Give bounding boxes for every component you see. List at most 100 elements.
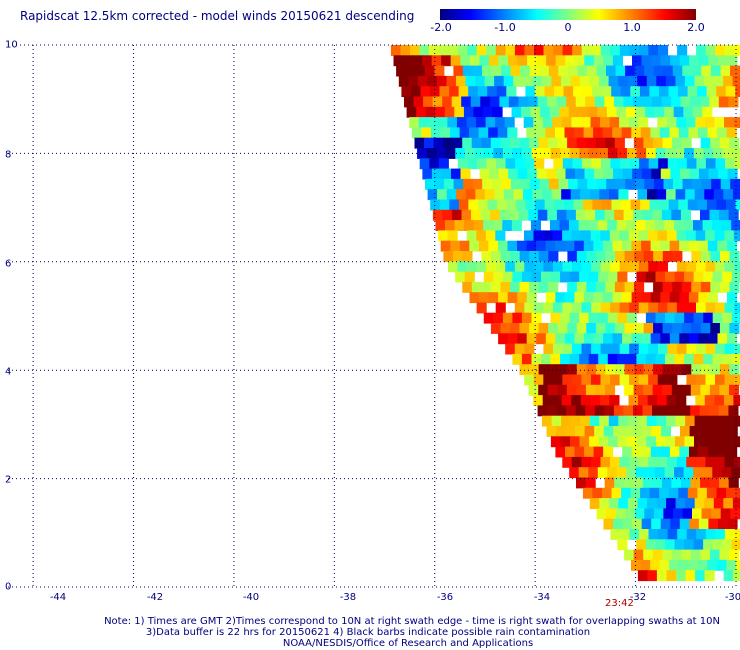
swath-cell — [722, 436, 733, 448]
swath-cell — [642, 209, 653, 221]
swath-cell — [678, 559, 689, 571]
swath-cell — [724, 230, 735, 242]
swath-cell — [638, 45, 649, 56]
swath-cell — [571, 230, 582, 242]
swath-cell — [606, 65, 617, 77]
swath-cell — [567, 251, 578, 262]
swath-cell — [705, 230, 716, 242]
swath-cell — [436, 75, 447, 87]
swath-cell — [671, 384, 682, 396]
swath-cell — [519, 281, 530, 293]
swath-cell — [545, 240, 556, 252]
swath-cell — [605, 137, 616, 149]
swath-cell — [724, 302, 735, 314]
swath-cell — [425, 106, 436, 118]
swath-cell — [657, 117, 668, 128]
swath-cell — [600, 261, 611, 273]
swath-cell — [554, 199, 565, 211]
swath-cell — [572, 261, 583, 273]
swath-cell — [704, 570, 715, 582]
swath-cell — [475, 189, 486, 201]
swath-cell — [671, 209, 682, 221]
swath-cell — [479, 168, 490, 180]
swath-cell — [450, 55, 461, 67]
swath-cell — [525, 86, 536, 98]
swath-cell — [684, 539, 695, 551]
swath-cell — [613, 405, 624, 417]
swath-cell — [452, 137, 463, 149]
swath-cell — [686, 374, 697, 386]
swath-cell — [417, 148, 428, 159]
swath-cell — [536, 240, 547, 252]
swath-cell — [562, 374, 573, 386]
swath-cell — [637, 498, 648, 509]
swath-cell — [533, 261, 544, 273]
swath-cell — [619, 374, 630, 386]
swath-cell — [638, 456, 649, 468]
swath-cell — [629, 261, 640, 273]
swath-cell — [726, 199, 737, 211]
swath-cell — [585, 384, 596, 396]
swath-cell — [440, 240, 451, 252]
swath-cell — [517, 292, 528, 304]
swath-cell — [427, 189, 438, 201]
swath-cell — [594, 405, 605, 417]
swath-cell — [733, 117, 740, 128]
swath-cell — [635, 220, 646, 231]
swath-cell — [563, 86, 574, 98]
swath-cell — [435, 106, 446, 118]
swath-cell — [700, 137, 711, 149]
swath-cell — [654, 106, 665, 118]
swath-cell — [643, 323, 654, 334]
swath-cell — [734, 529, 740, 540]
swath-cell — [671, 96, 682, 108]
swath-cell — [550, 353, 561, 365]
swath-cell — [703, 436, 714, 448]
swath-cell — [603, 292, 614, 304]
swath-cell — [648, 529, 659, 540]
swath-cell — [480, 209, 491, 221]
swath-cell — [507, 127, 518, 139]
swath-cell — [720, 178, 731, 190]
swath-cell — [529, 65, 540, 77]
swath-cell — [552, 395, 563, 406]
swath-cell — [703, 271, 714, 283]
swath-cell — [640, 487, 651, 499]
swath-cell — [710, 65, 721, 77]
swath-cell — [498, 168, 509, 180]
swath-cell — [529, 137, 540, 149]
swath-cell — [414, 137, 425, 149]
swath-cell — [574, 240, 585, 252]
swath-cell — [725, 86, 736, 98]
swath-cell — [629, 456, 640, 468]
swath-cell — [521, 106, 532, 118]
swath-cell — [507, 240, 518, 252]
swath-cell — [706, 199, 717, 211]
swath-cell — [400, 45, 411, 56]
swath-cell — [538, 364, 549, 376]
swath-cell — [408, 75, 419, 87]
swath-cell — [491, 65, 502, 77]
swath-cell — [473, 106, 484, 118]
swath-cell — [662, 137, 673, 149]
swath-cell — [715, 158, 726, 170]
swath-cell — [601, 158, 612, 170]
swath-cell — [681, 137, 692, 149]
lat-label-4: 4 — [5, 366, 12, 378]
swath-cell — [705, 529, 716, 540]
swath-cell — [678, 487, 689, 499]
swath-cell — [623, 96, 634, 108]
swath-cell — [592, 199, 603, 211]
swath-cell — [694, 189, 705, 201]
swath-cell — [495, 261, 506, 273]
swath-cell — [709, 384, 720, 396]
swath-cell — [565, 55, 576, 67]
swath-cell — [711, 178, 722, 190]
swath-cell — [661, 209, 672, 221]
swath-cell — [538, 384, 549, 396]
swath-cell — [696, 45, 707, 56]
swath-cell — [631, 333, 642, 345]
swath-cell — [728, 96, 739, 108]
swath-cell — [615, 178, 626, 190]
